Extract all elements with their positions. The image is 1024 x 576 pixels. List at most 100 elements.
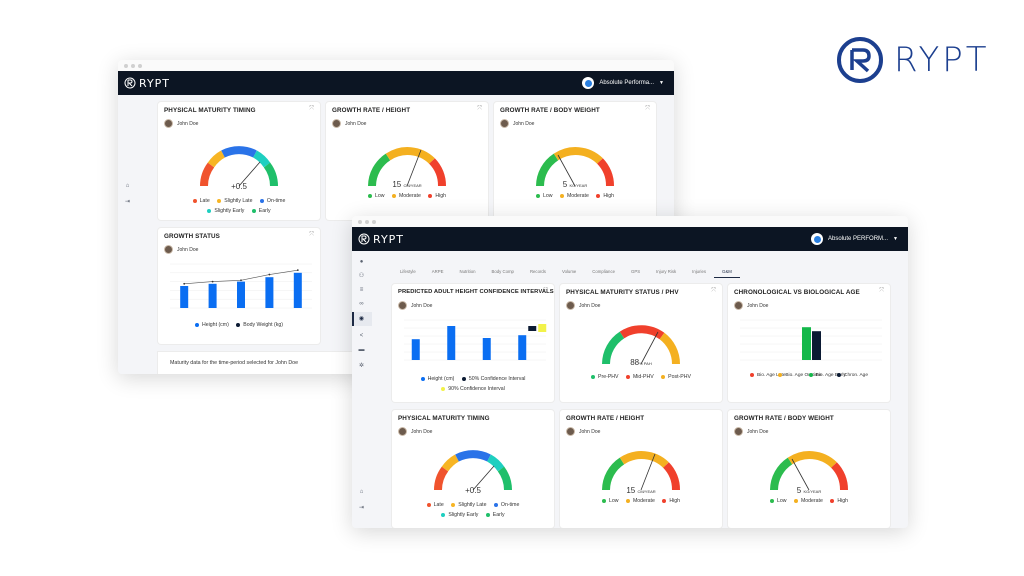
list-icon[interactable]: ≡ (359, 287, 364, 293)
athlete: John Doe (734, 301, 768, 310)
growth-weight-value: 5 KG/YEAR (796, 486, 822, 495)
account-menu[interactable]: Absolute Performa... ▼ (582, 77, 664, 89)
users-icon[interactable]: ⚇ (358, 273, 365, 279)
card-physical-maturity-status: PHYSICAL MATURITY STATUS / PHV ⤧ John Do… (560, 284, 722, 402)
expand-icon[interactable]: ⤧ (477, 106, 482, 112)
athlete: John Doe (398, 301, 432, 310)
timing-legend: Late Slightly Late On-time Slightly Earl… (392, 500, 554, 520)
athlete-name: John Doe (579, 428, 601, 435)
rypt-mark-icon (358, 233, 370, 245)
timing-legend: Late Slightly Late On-time Slightly Earl… (158, 196, 320, 216)
growth-height-gauge (602, 451, 680, 491)
card-title: GROWTH RATE / BODY WEIGHT (500, 107, 600, 114)
card-title: GROWTH RATE / HEIGHT (332, 107, 411, 114)
tab-injuries[interactable]: Injuries (692, 269, 706, 274)
athlete-avatar (566, 427, 575, 436)
athlete: John Doe (398, 427, 432, 436)
athlete-name: John Doe (411, 302, 433, 309)
home-icon[interactable]: ⌂ (125, 183, 130, 189)
tab-volume[interactable]: Volume (561, 269, 577, 274)
account-menu[interactable]: Absolute PERFORM... ▼ (811, 233, 898, 245)
chron-age-bar (812, 331, 821, 360)
card-title: PREDICTED ADULT HEIGHT CONFIDENCE INTERV… (398, 289, 554, 295)
account-name: Absolute PERFORM... (828, 236, 889, 242)
settings-icon[interactable]: ✲ (358, 363, 365, 369)
phv-value: 88% PAH (630, 358, 652, 367)
athlete: John Doe (734, 427, 768, 436)
athlete-name: John Doe (411, 428, 433, 435)
athlete-avatar (398, 301, 407, 310)
growth-weight-gauge (536, 147, 614, 187)
athlete-name: John Doe (747, 302, 769, 309)
rypt-mark-icon (124, 77, 136, 89)
tab-lifestyle[interactable]: Lifestyle (400, 269, 416, 274)
expand-icon[interactable]: ⤧ (645, 106, 650, 112)
athlete-name: John Doe (177, 246, 199, 253)
age-legend: Bio. Age Late Bio. Age On-time Bio. Age … (728, 372, 890, 380)
athlete-avatar (332, 119, 341, 128)
tab-arpe[interactable]: ARPE (431, 269, 444, 274)
tab-nutrition[interactable]: Nutrition (459, 269, 476, 274)
growth-status-legend: Height (cm) Body Weight (kg) (158, 320, 320, 330)
app-logo[interactable]: RYPT (358, 233, 404, 246)
athlete: John Doe (332, 119, 366, 128)
chat-icon[interactable]: ▬ (358, 347, 365, 353)
timing-value: +0.5 (465, 486, 481, 495)
logout-icon[interactable]: ⇥ (124, 199, 131, 205)
athlete: John Doe (164, 245, 198, 254)
expand-icon[interactable]: ⤧ (711, 288, 716, 294)
card-growth-status: GROWTH STATUS ⤧ John Doe Height (cm) Bod… (158, 228, 320, 344)
height-bar (518, 335, 527, 360)
card-growth-rate-height: GROWTH RATE / HEIGHT ⤧ John Doe 15 CM/YE… (326, 102, 488, 220)
timing-gauge (200, 146, 278, 187)
body-weight-point (240, 279, 242, 282)
athlete-avatar (566, 301, 575, 310)
share-icon[interactable]: < (359, 333, 364, 339)
growth-weight-legend: Low Moderate High (728, 496, 890, 506)
brand-logo: RYPT (836, 36, 990, 84)
card-title: PHYSICAL MATURITY STATUS / PHV (566, 289, 679, 296)
chevron-down-icon: ▼ (893, 236, 898, 242)
bio-age-bar (802, 327, 811, 360)
sidebar-item-growth-active[interactable] (352, 312, 372, 326)
dashboard-icon[interactable]: ● (359, 259, 364, 265)
card-growth-rate-height: GROWTH RATE / HEIGHT John Doe 15 CM/YEAR… (560, 410, 722, 528)
card-chronological-vs-biological-age: CHRONOLOGICAL VS BIOLOGICAL AGE ⤧ John D… (728, 284, 890, 402)
athlete-avatar (500, 119, 509, 128)
athlete-name: John Doe (579, 302, 601, 309)
tab-gps[interactable]: GPS (631, 269, 641, 274)
logout-icon[interactable]: ⇥ (358, 505, 365, 511)
height-bar (293, 272, 302, 308)
footer-text: Maturity data for the time-period select… (170, 360, 299, 366)
expand-icon[interactable]: ⤧ (309, 232, 314, 238)
card-title: GROWTH STATUS (164, 233, 220, 240)
brand-name: RYPT (894, 40, 990, 80)
tab-injury-risk[interactable]: Injury Risk (656, 269, 677, 274)
card-title: GROWTH RATE / HEIGHT (566, 415, 645, 422)
app-logo[interactable]: RYPT (124, 77, 170, 90)
tab-records[interactable]: Records (529, 269, 546, 274)
sidebar: ⌂ ⇥ (118, 95, 138, 374)
athlete-avatar (734, 427, 743, 436)
height-bar (208, 283, 217, 308)
tab-body-comp[interactable]: Body Comp (491, 269, 514, 274)
account-name: Absolute Performa... (599, 80, 655, 86)
body-weight-point (296, 269, 299, 272)
height-ci-chart (404, 319, 547, 361)
home-icon[interactable]: ⌂ (359, 489, 364, 495)
link-icon[interactable]: ∞ (359, 301, 364, 307)
ci50-marker (528, 326, 537, 331)
growth-height-legend: Low Moderate High (326, 191, 488, 201)
expand-icon[interactable]: ⤧ (879, 288, 884, 294)
growth-height-value: 15 CM/YEAR (626, 486, 656, 495)
section-tabs: Lifestyle ARPE Nutrition Body Comp Recor… (392, 266, 740, 278)
expand-icon[interactable]: ⤧ (309, 106, 314, 112)
card-title: PHYSICAL MATURITY TIMING (164, 107, 256, 114)
card-title: GROWTH RATE / BODY WEIGHT (734, 415, 834, 422)
tab-g-and-m[interactable]: G&M (714, 266, 740, 278)
dashboard-window-front: RYPT Absolute PERFORM... ▼ ● ⚇ ≡ ∞ ◉ < ▬… (352, 216, 908, 528)
phv-gauge (602, 325, 680, 365)
athlete: John Doe (566, 427, 600, 436)
expand-icon[interactable]: ⤧ (543, 288, 548, 294)
tab-compliance[interactable]: Compliance (592, 269, 615, 274)
